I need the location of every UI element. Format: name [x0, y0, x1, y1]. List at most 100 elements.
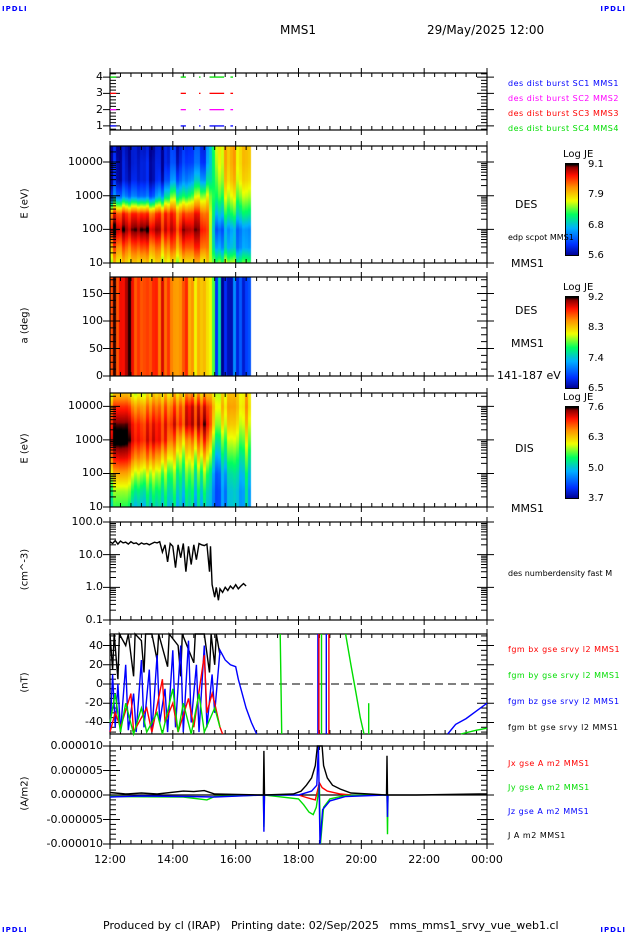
logo-left: IPDLI	[2, 5, 28, 13]
series-line-magnetic-field-3	[460, 727, 488, 735]
colorbar-tick-label: 9.1	[588, 159, 604, 170]
legend-b: fgm bt gse srvy l2 MMS1	[508, 723, 619, 732]
y-axis-label: (A/m2)	[19, 776, 31, 811]
colorbar-tick-label: 5.6	[588, 250, 604, 261]
y-tick-label: 1	[96, 118, 103, 132]
colorbar-tick-label: 5.0	[588, 462, 604, 474]
x-tick-label: 22:00	[408, 853, 440, 866]
y-tick-label: 100	[82, 466, 103, 480]
colorbar-title: Log JE	[563, 149, 594, 160]
y-tick-label: 10	[89, 256, 103, 269]
y-tick-label: 0	[96, 369, 103, 382]
panel-frame-dis-energy	[109, 392, 488, 508]
y-tick-label: 4	[96, 70, 103, 84]
y-tick-label: 1000	[75, 432, 103, 446]
y-axis-label: (nT)	[19, 672, 31, 693]
y-tick-label: 50	[89, 341, 103, 355]
y-tick-label: 150	[82, 286, 103, 300]
colorbar-title: Log JE	[563, 392, 594, 403]
legend-b: fgm by gse srvy l2 MMS1	[508, 671, 621, 680]
y-tick-label: 3	[96, 86, 103, 100]
colorbar-tick-label: 7.6	[588, 402, 604, 413]
legend-burst-sc4: des dist burst SC4 MMS4	[508, 124, 619, 133]
panel-frame-des-energy	[109, 145, 488, 264]
y-tick-label: 100	[82, 222, 103, 236]
panel-side-label: DES	[515, 198, 538, 211]
series-line-magnetic-field-1	[447, 702, 488, 735]
des-energy-colorbar	[565, 163, 579, 256]
panel-side-label: MMS1	[511, 337, 544, 350]
colorbar-tick-label: 3.7	[588, 493, 604, 504]
y-tick-label: 100.0	[71, 515, 104, 528]
datetime-title: 29/May/2025 12:00	[427, 23, 545, 37]
footer-credits: Produced by cl (IRAP) Printing date: 02/…	[103, 919, 559, 932]
y-axis-label: E (eV)	[19, 187, 31, 219]
panel-side-label: MMS1	[511, 257, 544, 270]
panel-side-label: edp scpot MMS1	[508, 233, 574, 242]
y-tick-label: 0.1	[85, 613, 104, 626]
x-tick-label: 16:00	[219, 853, 252, 866]
legend-j: Jx gse A m2 MMS1	[508, 759, 590, 768]
colorbar-tick-label: 7.9	[588, 189, 604, 201]
panel-side-label: DIS	[515, 442, 534, 455]
panel-side-label: des numberdensity fast M	[508, 569, 613, 578]
y-tick-label: 10	[89, 500, 103, 513]
legend-burst-sc2: des dist burst SC2 MMS2	[508, 94, 619, 103]
x-tick-label: 12:00	[94, 853, 126, 866]
series-line-magnetic-field-3	[344, 633, 365, 735]
legend-burst-sc1: des dist burst SC1 MMS1	[508, 79, 619, 88]
y-tick-label: 2	[96, 102, 103, 116]
x-tick-label: 14:00	[156, 853, 189, 866]
dis-energy-spectrogram	[110, 393, 487, 507]
panel-side-label: DES	[515, 304, 538, 317]
des-energy-spectrogram	[110, 146, 487, 263]
series-line-magnetic-field-3	[279, 633, 283, 735]
colorbar-tick-label: 9.2	[588, 292, 604, 303]
series-line-magnetic-field-1	[109, 640, 258, 735]
colorbar-tick-label: 6.8	[588, 219, 604, 231]
panel-frame-density	[109, 521, 488, 621]
legend-burst-sc3: des dist burst SC3 MMS3	[508, 109, 619, 118]
x-tick-label: 00:00	[471, 853, 503, 866]
legend-j: J A m2 MMS1	[508, 831, 566, 840]
mission-title: MMS1	[280, 23, 316, 37]
des-pitch-colorbar	[565, 296, 579, 389]
colorbar-tick-label: 7.4	[588, 352, 604, 364]
footer-logo-left: IPDLI	[2, 926, 28, 934]
series-line-magnetic-field-2	[109, 655, 224, 735]
dis-energy-colorbar	[565, 406, 579, 499]
y-tick-label: 0	[96, 677, 103, 690]
y-axis-label: E (eV)	[19, 433, 31, 464]
y-tick-label: -40	[85, 715, 103, 729]
y-tick-label: 40	[89, 638, 103, 652]
legend-b: fgm bx gse srvy l2 MMS1	[508, 645, 621, 654]
panel-frame-des-pitch	[109, 276, 488, 377]
y-axis-label: a (deg)	[19, 307, 31, 343]
y-tick-label: -0.000005	[46, 812, 103, 826]
y-tick-label: 10.0	[78, 547, 104, 561]
x-tick-label: 20:00	[345, 853, 378, 866]
series-line-current-density-2	[109, 745, 389, 845]
panel-frame-burst	[109, 72, 488, 131]
y-tick-label: 10000	[68, 155, 103, 169]
colorbar-tick-label: 6.3	[588, 432, 604, 444]
y-tick-label: 0.000005	[50, 763, 104, 777]
y-tick-label: 0.000010	[50, 739, 104, 752]
series-line-magnetic-field-0	[109, 631, 221, 680]
y-axis-label: (cm^-3)	[19, 548, 31, 591]
colorbar-tick-label: 6.5	[588, 383, 604, 394]
series-line-density-0	[109, 539, 247, 601]
colorbar-title: Log JE	[563, 282, 594, 293]
y-tick-label: -20	[85, 696, 103, 710]
y-tick-label: 20	[89, 657, 103, 671]
des-pitch-angle-spectrogram	[110, 277, 487, 376]
y-tick-label: 1000	[75, 188, 103, 202]
y-tick-label: -0.000010	[46, 837, 103, 850]
y-tick-label: 10000	[68, 399, 103, 413]
series-line-magnetic-field-3	[109, 688, 221, 737]
legend-b: fgm bz gse srvy l2 MMS1	[508, 697, 620, 706]
panel-side-label: 141-187 eV	[497, 369, 561, 382]
panel-side-label: MMS1	[511, 502, 544, 515]
y-tick-label: 0.000000	[50, 788, 104, 801]
legend-j: Jy gse A m2 MMS1	[508, 783, 590, 792]
